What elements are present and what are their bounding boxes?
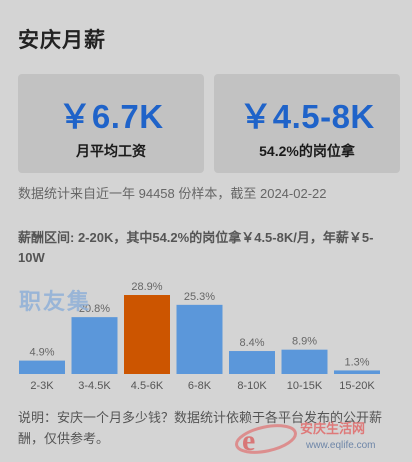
salary-range-card: ￥4.5-8K 54.2%的岗位拿 [214,74,400,173]
average-salary-card: ￥6.7K 月平均工资 [18,74,204,173]
bar-2-3K [19,360,65,374]
average-salary-value: ￥6.7K [58,98,164,135]
disclaimer-note: 说明：安庆一个月多少钱？数据统计依赖于各平台发布的公开薪酬，仅供参考。 [18,410,383,446]
bar-value-label: 8.9% [292,336,317,348]
bar-value-label: 1.3% [344,356,369,368]
page-title: 安庆月薪 [18,29,106,52]
bar-value-label: 28.9% [131,281,162,293]
average-salary-label: 月平均工资 [76,143,146,159]
site-logo-icon: e [235,424,297,457]
bar-10-15K [281,349,328,374]
salary-range-label: 54.2%的岗位拿 [259,143,355,159]
data-source-text: 数据统计来自近一年 94458 份样本，截至 2024-02-22 [18,186,327,201]
bar-15-20K [334,370,380,374]
x-tick-label: 3-4.5K [78,380,111,392]
watermark-text: 职友集 [19,289,92,314]
x-tick-label: 4.5-6K [131,380,164,392]
bar-value-label: 20.8% [79,303,110,315]
bar-value-label: 4.9% [29,347,54,359]
bar-3-4.5K [71,317,118,374]
svg-text:e: e [242,424,255,457]
bar-8-10K [229,351,275,374]
bar-value-label: 25.3% [184,291,215,303]
site-logo-text: 安庆生活网 [300,421,366,436]
x-tick-label: 10-15K [287,380,323,392]
bar-6-8K [176,304,223,374]
bar-value-label: 8.4% [239,337,264,349]
salary-distribution-chart: 4.9% 2-3K 20.8% 3-4.5K 28.9% 4.5-6K 25.3% 6-8K 8… [19,281,380,392]
salary-range-description: 薪酬区间: 2-20K，其中54.2%的岗位拿￥4.5-8K/月，年薪￥5-10… [18,230,374,265]
x-tick-label: 2-3K [30,380,54,392]
salary-range-value: ￥4.5-8K [239,98,375,135]
x-tick-label: 6-8K [188,380,212,392]
x-tick-label: 15-20K [339,380,375,392]
x-tick-label: 8-10K [237,380,267,392]
bar-4.5-6K [124,295,170,374]
site-logo-url: www.eqlife.com [306,440,376,451]
